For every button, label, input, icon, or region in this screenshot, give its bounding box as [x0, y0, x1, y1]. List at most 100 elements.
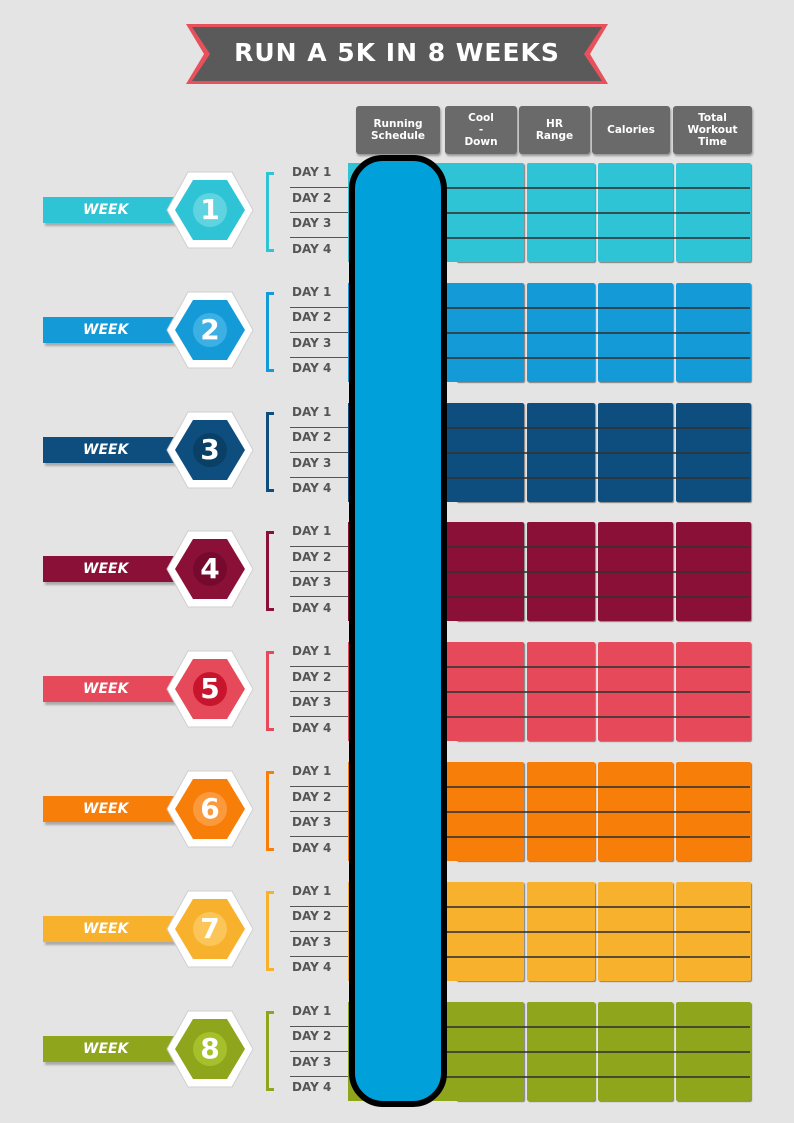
week-label: WEEK — [83, 441, 129, 458]
day-label: DAY 1 — [292, 764, 332, 778]
week-ribbon: WEEK — [43, 796, 183, 822]
row-divider — [350, 546, 750, 549]
week-ribbon: WEEK — [43, 316, 183, 343]
day-label: DAY 3 — [292, 575, 332, 590]
day-bracket — [266, 890, 274, 971]
column-header-hr-range: HR Range — [519, 106, 590, 154]
week-label: WEEK — [83, 202, 129, 218]
row-divider — [350, 811, 750, 813]
day-label: DAY 3 — [292, 815, 332, 829]
week-number: 6 — [200, 792, 220, 825]
day-label: DAY 2 — [292, 1029, 332, 1044]
day-divider — [290, 955, 354, 957]
row-divider — [350, 905, 750, 908]
day-bracket — [266, 411, 274, 492]
page-title: RUN A 5K IN 8 WEEKS — [234, 38, 560, 67]
row-divider — [350, 596, 750, 599]
hexagon-badge-icon — [166, 770, 254, 848]
day-divider — [290, 187, 354, 188]
hexagon-badge-icon — [166, 530, 254, 608]
day-label: DAY 4 — [292, 241, 332, 256]
row-divider — [350, 1025, 750, 1028]
row-divider — [350, 187, 750, 189]
week-number: 1 — [200, 193, 220, 226]
week-label: WEEK — [83, 1040, 129, 1057]
day-divider — [290, 786, 354, 787]
row-divider — [350, 786, 750, 788]
row-divider — [350, 476, 750, 479]
day-divider — [290, 930, 354, 932]
row-divider — [350, 955, 750, 958]
row-divider — [350, 836, 750, 838]
week-label: WEEK — [83, 801, 129, 817]
day-bracket — [266, 771, 274, 851]
day-divider — [290, 571, 354, 573]
day-label: DAY 3 — [292, 216, 332, 230]
day-label: DAY 1 — [292, 284, 332, 299]
row-divider — [350, 666, 750, 669]
day-label: DAY 2 — [292, 190, 332, 205]
hexagon-badge-icon — [166, 650, 254, 728]
row-divider — [350, 212, 750, 214]
day-divider — [290, 1075, 354, 1077]
day-divider — [290, 811, 354, 812]
day-divider — [290, 451, 354, 453]
row-divider — [350, 331, 750, 334]
row-divider — [350, 356, 750, 359]
row-divider — [350, 691, 750, 694]
day-divider — [290, 666, 354, 668]
day-label: DAY 4 — [292, 1080, 332, 1095]
day-bracket — [266, 651, 274, 732]
week-number: 7 — [200, 911, 220, 945]
day-label: DAY 1 — [292, 883, 332, 898]
week-number: 4 — [200, 552, 220, 586]
day-label: DAY 1 — [292, 165, 332, 179]
day-divider — [290, 331, 354, 333]
day-divider — [290, 596, 354, 598]
week-ribbon: WEEK — [43, 1035, 183, 1062]
day-divider — [290, 836, 354, 837]
day-divider — [290, 306, 354, 308]
week-number: 2 — [200, 312, 220, 346]
title-banner: RUN A 5K IN 8 WEEKS — [186, 24, 608, 84]
row-divider — [350, 1050, 750, 1053]
row-divider — [350, 237, 750, 239]
day-label: DAY 3 — [292, 695, 332, 710]
week-ribbon: WEEK — [43, 436, 183, 463]
column-header-running-schedule: Running Schedule — [356, 106, 440, 154]
day-divider — [290, 546, 354, 548]
day-label: DAY 3 — [292, 335, 332, 350]
week-ribbon: WEEK — [43, 197, 183, 223]
row-divider — [350, 306, 750, 309]
running-schedule-column[interactable] — [349, 155, 447, 1107]
day-bracket — [266, 172, 274, 252]
column-header-calories: Calories — [592, 106, 670, 154]
day-divider — [290, 691, 354, 693]
day-label: DAY 1 — [292, 524, 332, 539]
day-label: DAY 2 — [292, 430, 332, 445]
day-divider — [290, 476, 354, 478]
day-label: DAY 2 — [292, 909, 332, 924]
day-label: DAY 4 — [292, 840, 332, 855]
day-label: DAY 3 — [292, 1054, 332, 1069]
week-ribbon: WEEK — [43, 915, 183, 942]
day-label: DAY 4 — [292, 481, 332, 496]
day-label: DAY 2 — [292, 310, 332, 325]
row-divider — [350, 1075, 750, 1078]
row-divider — [350, 571, 750, 574]
day-label: DAY 2 — [292, 669, 332, 684]
hexagon-badge-icon — [166, 291, 254, 369]
day-bracket — [266, 1010, 274, 1091]
week-label: WEEK — [83, 681, 129, 698]
day-label: DAY 2 — [292, 549, 332, 564]
row-divider — [350, 716, 750, 719]
banner-ribbon-shape — [186, 24, 608, 84]
week-label: WEEK — [83, 321, 129, 338]
row-divider — [350, 451, 750, 454]
day-bracket — [266, 291, 274, 372]
row-divider — [350, 426, 750, 429]
week-ribbon: WEEK — [43, 556, 183, 583]
hexagon-badge-icon — [166, 411, 254, 489]
week-label: WEEK — [83, 561, 129, 578]
column-header-total-workout-time: Total Workout Time — [673, 106, 752, 154]
